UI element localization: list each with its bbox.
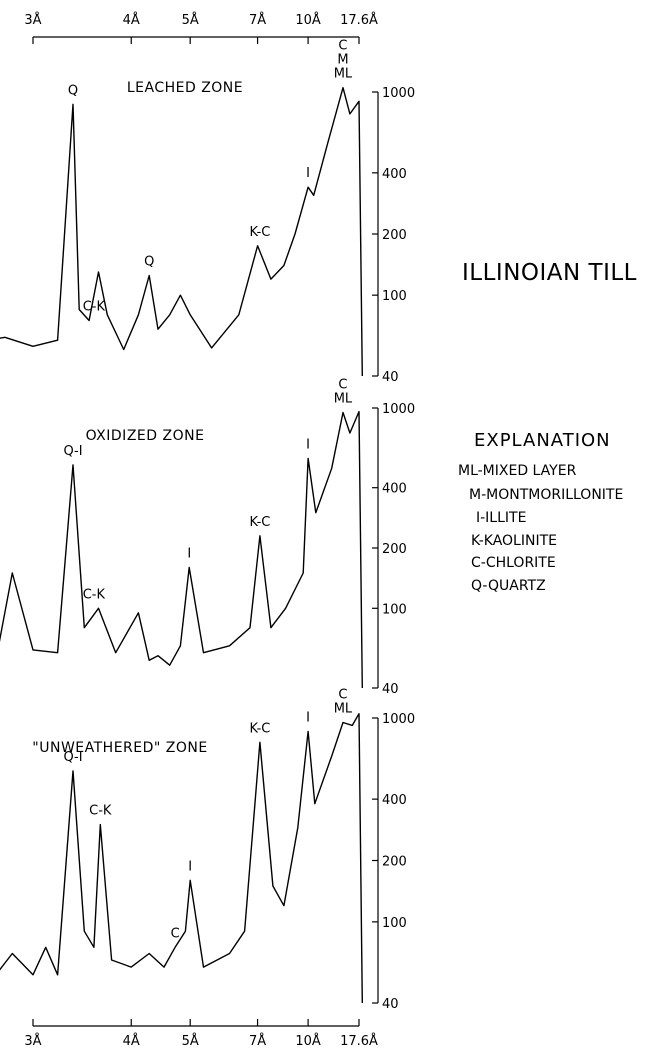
y-tick-label: 200 <box>382 855 407 870</box>
top-x-axis-tick-label: 5Å <box>182 12 199 28</box>
top-x-axis-tick-label: 7Å <box>249 12 266 28</box>
y-tick-label: 400 <box>382 482 407 497</box>
y-tick-label: 100 <box>382 289 407 304</box>
peak-label: Q <box>144 254 154 269</box>
top-x-axis-tick-label: 17.6Å <box>340 12 378 28</box>
peak-label: K-C <box>249 225 270 240</box>
peak-label: M <box>337 53 348 68</box>
peak-label: I <box>188 859 192 874</box>
explanation-heading: EXPLANATION <box>474 430 611 451</box>
peak-label: C <box>171 926 180 941</box>
zone-title: LEACHED ZONE <box>127 80 243 96</box>
peak-label: C-K <box>83 587 106 602</box>
y-tick-label: 40 <box>382 682 399 697</box>
peak-label: C-K <box>89 804 112 819</box>
bottom-x-axis-tick-label: 4Å <box>123 1033 140 1049</box>
peak-label: I <box>306 437 310 452</box>
peak-label: K-C <box>249 515 270 530</box>
peak-label: C-K <box>83 300 106 315</box>
y-tick-label: 100 <box>382 602 407 617</box>
legend-item-q: Q-QUARTZ <box>471 578 546 594</box>
diffraction-trace <box>0 86 363 377</box>
peak-label: C <box>338 39 347 54</box>
bottom-x-axis-tick-label: 10Å <box>295 1033 321 1049</box>
y-tick-label: 100 <box>382 916 407 931</box>
y-tick-label: 400 <box>382 167 407 182</box>
y-tick-label: 1000 <box>382 86 415 101</box>
legend-item-m: M-MONTMORILLONITE <box>469 487 623 503</box>
explanation-legend: EXPLANATION ML-MIXED LAYER M-MONTMORILLO… <box>458 430 623 594</box>
peak-label: I <box>306 710 310 725</box>
peak-label: I <box>306 166 310 181</box>
peak-label: I <box>187 546 191 561</box>
top-x-axis: 3Å 4Å 5Å 7Å 10Å 17.6Å <box>24 12 378 44</box>
bottom-x-axis: 3Å 4Å 5Å 7Å 10Å 17.6Å <box>24 1019 378 1049</box>
peak-label: C <box>338 688 347 703</box>
legend-item-c: C-CHLORITE <box>471 555 556 571</box>
top-x-axis-tick-label: 4Å <box>123 12 140 28</box>
legend-item-ml: ML-MIXED LAYER <box>458 463 577 479</box>
panel-1: OXIDIZED ZONE 1000 400 200 100 40 Q-I C-K I K-C I C… <box>0 377 415 697</box>
diffraction-trace <box>0 410 363 689</box>
y-tick-label: 400 <box>382 793 407 808</box>
peak-label: ML <box>334 391 353 406</box>
y-tick-label: 200 <box>382 228 407 243</box>
peak-label: ML <box>334 67 353 82</box>
bottom-x-axis-tick-label: 17.6Å <box>340 1033 378 1049</box>
y-tick-label: 1000 <box>382 402 415 417</box>
peak-label: K-C <box>249 721 270 736</box>
figure-title: ILLINOIAN TILL <box>462 260 637 286</box>
peak-label: ML <box>334 702 353 717</box>
y-tick-label: 200 <box>382 542 407 557</box>
diffraction-panels: LEACHED ZONE 100040020010040QC-KQK-CICMML… <box>0 39 415 1012</box>
diffraction-trace <box>0 713 363 1004</box>
legend-item-k: K-KAOLINITE <box>471 533 557 549</box>
y-tick-label: 40 <box>382 997 399 1012</box>
legend-item-i: I-ILLITE <box>476 510 526 526</box>
bottom-x-axis-tick-label: 5Å <box>182 1033 199 1049</box>
top-x-axis-tick-label: 3Å <box>24 12 41 28</box>
peak-label: C <box>338 377 347 392</box>
y-tick-label: 1000 <box>382 712 415 727</box>
peak-label: Q-I <box>63 750 82 765</box>
peak-label: Q <box>68 83 78 98</box>
peak-label: Q-I <box>63 444 82 459</box>
bottom-x-axis-tick-label: 3Å <box>24 1033 41 1049</box>
zone-title: OXIDIZED ZONE <box>86 428 205 444</box>
bottom-x-axis-tick-label: 7Å <box>249 1033 266 1049</box>
top-x-axis-tick-label: 10Å <box>295 12 321 28</box>
y-tick-label: 40 <box>382 370 399 385</box>
panel-2: "UNWEATHERED" ZONE 1000 400 200 100 40 Q-I C-K C… <box>0 688 415 1012</box>
zone-title: "UNWEATHERED" ZONE <box>32 740 207 756</box>
